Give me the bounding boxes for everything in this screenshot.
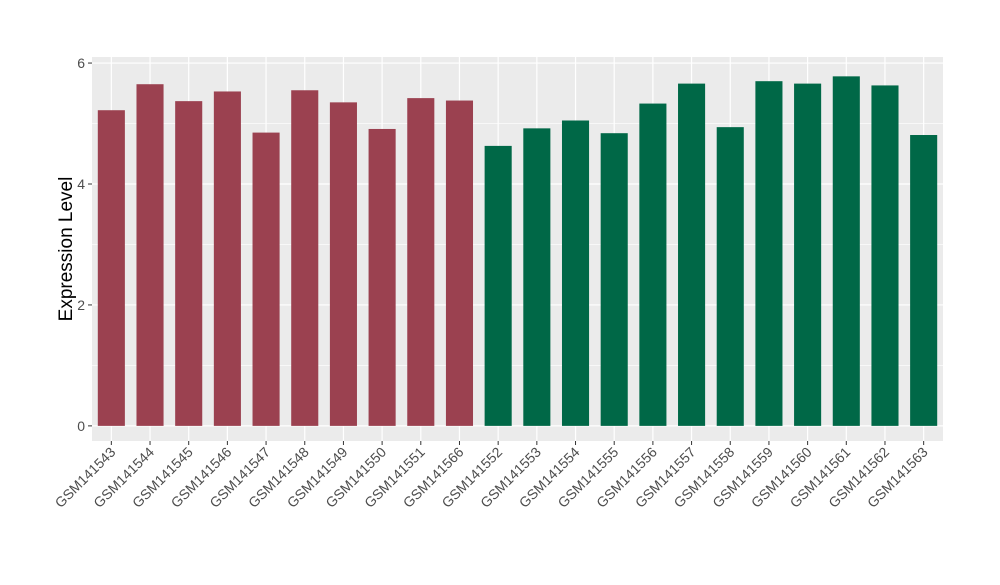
y-tick-label: 0 bbox=[77, 418, 85, 434]
bar bbox=[484, 145, 512, 426]
y-tick-label: 6 bbox=[77, 55, 85, 71]
bar bbox=[97, 110, 125, 426]
bar bbox=[291, 90, 319, 426]
bar bbox=[252, 132, 280, 426]
bar bbox=[794, 83, 822, 426]
bar bbox=[523, 128, 551, 426]
bar bbox=[175, 101, 203, 426]
bar bbox=[639, 103, 667, 426]
y-tick-label: 2 bbox=[77, 297, 85, 313]
bar bbox=[755, 81, 783, 426]
bar bbox=[329, 102, 357, 426]
bar bbox=[600, 133, 628, 426]
bar bbox=[678, 83, 706, 426]
bar bbox=[445, 100, 474, 426]
bar bbox=[716, 127, 744, 426]
bar bbox=[871, 85, 899, 426]
y-axis: 0 2 4 6 bbox=[77, 55, 92, 434]
bars bbox=[97, 76, 938, 426]
bar bbox=[407, 98, 435, 426]
bar bbox=[368, 128, 396, 426]
bar bbox=[832, 76, 860, 426]
bar bbox=[910, 135, 938, 426]
bar bbox=[561, 120, 590, 426]
y-axis-label: Expression Level bbox=[56, 177, 77, 322]
bar bbox=[136, 84, 164, 426]
bar bbox=[213, 91, 241, 426]
y-tick-label: 4 bbox=[77, 176, 85, 192]
x-axis: GSM141543GSM141544GSM141545GSM141546GSM1… bbox=[52, 441, 931, 511]
